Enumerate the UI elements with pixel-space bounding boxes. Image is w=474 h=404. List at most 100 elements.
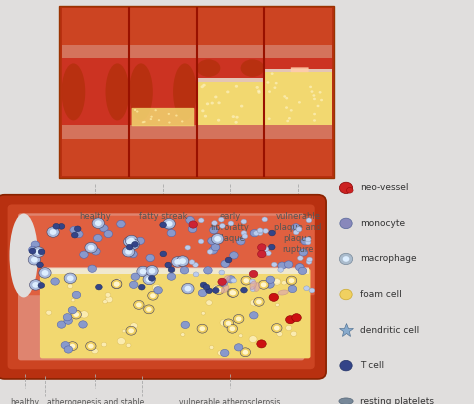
Circle shape bbox=[146, 307, 152, 312]
Circle shape bbox=[219, 223, 225, 228]
Circle shape bbox=[227, 288, 237, 297]
Circle shape bbox=[320, 99, 323, 101]
Circle shape bbox=[268, 244, 275, 250]
Circle shape bbox=[179, 258, 186, 264]
Circle shape bbox=[80, 251, 88, 258]
Circle shape bbox=[70, 226, 78, 234]
Circle shape bbox=[241, 276, 251, 285]
Circle shape bbox=[144, 305, 154, 314]
Circle shape bbox=[257, 90, 261, 93]
Circle shape bbox=[132, 242, 138, 247]
Circle shape bbox=[243, 278, 249, 283]
Circle shape bbox=[250, 299, 258, 306]
Circle shape bbox=[209, 247, 218, 254]
Circle shape bbox=[117, 220, 125, 227]
Circle shape bbox=[266, 281, 274, 288]
Circle shape bbox=[210, 345, 214, 349]
Circle shape bbox=[289, 278, 294, 283]
Circle shape bbox=[95, 220, 101, 226]
Circle shape bbox=[219, 270, 225, 275]
Ellipse shape bbox=[241, 59, 264, 77]
Ellipse shape bbox=[250, 281, 256, 290]
Circle shape bbox=[197, 324, 208, 333]
Circle shape bbox=[221, 260, 229, 267]
FancyBboxPatch shape bbox=[22, 216, 315, 295]
Circle shape bbox=[238, 334, 243, 337]
Circle shape bbox=[199, 218, 204, 223]
Circle shape bbox=[104, 230, 112, 238]
Circle shape bbox=[143, 121, 146, 123]
Circle shape bbox=[257, 244, 266, 251]
Circle shape bbox=[175, 114, 178, 117]
Circle shape bbox=[39, 268, 51, 278]
Circle shape bbox=[275, 303, 279, 307]
Text: atherogenesis and stable
atherosclerosis: atherogenesis and stable atherosclerosis bbox=[47, 398, 144, 404]
Circle shape bbox=[201, 85, 204, 88]
Ellipse shape bbox=[222, 276, 230, 283]
Circle shape bbox=[88, 265, 97, 272]
Circle shape bbox=[29, 280, 42, 290]
Circle shape bbox=[340, 360, 352, 371]
Circle shape bbox=[163, 219, 175, 229]
Circle shape bbox=[310, 90, 313, 93]
FancyBboxPatch shape bbox=[129, 59, 197, 125]
Circle shape bbox=[72, 291, 81, 299]
Circle shape bbox=[166, 221, 173, 227]
Circle shape bbox=[125, 235, 137, 246]
FancyBboxPatch shape bbox=[264, 45, 332, 59]
Text: fatty streak: fatty streak bbox=[139, 212, 187, 221]
Circle shape bbox=[67, 284, 73, 288]
Circle shape bbox=[250, 287, 256, 292]
Circle shape bbox=[160, 251, 167, 257]
Circle shape bbox=[243, 350, 248, 355]
Circle shape bbox=[136, 303, 142, 307]
Circle shape bbox=[340, 218, 352, 229]
Circle shape bbox=[38, 282, 45, 288]
Circle shape bbox=[312, 94, 315, 97]
Circle shape bbox=[219, 217, 224, 222]
Circle shape bbox=[339, 182, 353, 194]
Circle shape bbox=[70, 344, 75, 349]
Circle shape bbox=[92, 218, 104, 228]
Circle shape bbox=[146, 265, 158, 276]
Circle shape bbox=[100, 225, 108, 232]
Ellipse shape bbox=[129, 63, 153, 120]
Circle shape bbox=[269, 293, 279, 301]
Circle shape bbox=[210, 227, 218, 234]
Circle shape bbox=[117, 338, 126, 345]
Circle shape bbox=[74, 231, 83, 238]
Circle shape bbox=[293, 230, 299, 235]
Circle shape bbox=[38, 249, 45, 255]
Circle shape bbox=[285, 316, 295, 324]
FancyBboxPatch shape bbox=[197, 125, 264, 139]
Circle shape bbox=[269, 230, 275, 236]
Circle shape bbox=[299, 249, 308, 256]
Circle shape bbox=[134, 301, 144, 309]
Circle shape bbox=[125, 249, 132, 255]
Circle shape bbox=[227, 324, 237, 333]
Circle shape bbox=[285, 106, 288, 109]
Circle shape bbox=[88, 245, 94, 250]
FancyBboxPatch shape bbox=[264, 8, 332, 176]
Circle shape bbox=[285, 97, 288, 99]
Circle shape bbox=[258, 280, 269, 289]
Circle shape bbox=[134, 109, 137, 111]
Circle shape bbox=[257, 228, 263, 233]
Circle shape bbox=[129, 250, 137, 258]
FancyBboxPatch shape bbox=[0, 195, 326, 379]
Circle shape bbox=[235, 121, 238, 124]
Circle shape bbox=[202, 84, 206, 86]
Circle shape bbox=[301, 238, 310, 245]
Circle shape bbox=[165, 262, 172, 268]
Circle shape bbox=[250, 279, 255, 284]
FancyBboxPatch shape bbox=[197, 59, 264, 78]
Circle shape bbox=[64, 317, 73, 324]
Circle shape bbox=[213, 285, 219, 290]
FancyBboxPatch shape bbox=[41, 267, 309, 274]
Circle shape bbox=[31, 257, 38, 263]
Circle shape bbox=[257, 91, 261, 94]
FancyBboxPatch shape bbox=[197, 8, 264, 45]
FancyBboxPatch shape bbox=[18, 213, 304, 360]
Circle shape bbox=[116, 278, 121, 282]
Circle shape bbox=[216, 288, 222, 292]
